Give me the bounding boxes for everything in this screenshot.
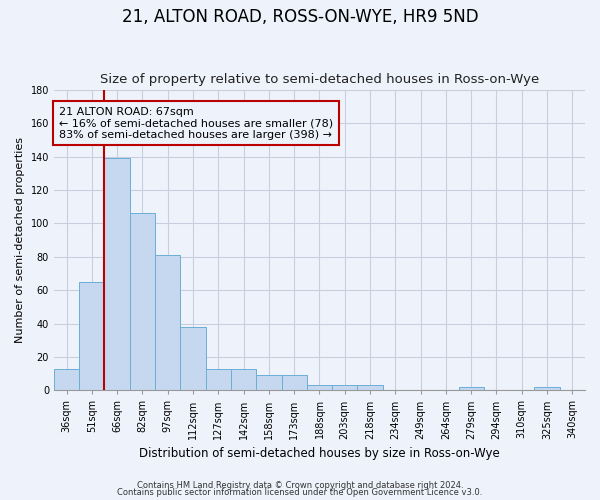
- Bar: [256, 375, 281, 390]
- Bar: [79, 282, 104, 391]
- Text: Contains public sector information licensed under the Open Government Licence v3: Contains public sector information licen…: [118, 488, 482, 497]
- X-axis label: Distribution of semi-detached houses by size in Ross-on-Wye: Distribution of semi-detached houses by …: [139, 447, 500, 460]
- Text: Contains HM Land Registry data © Crown copyright and database right 2024.: Contains HM Land Registry data © Crown c…: [137, 480, 463, 490]
- Bar: [332, 386, 358, 390]
- Y-axis label: Number of semi-detached properties: Number of semi-detached properties: [15, 137, 25, 343]
- Title: Size of property relative to semi-detached houses in Ross-on-Wye: Size of property relative to semi-detach…: [100, 73, 539, 86]
- Bar: [155, 255, 181, 390]
- Bar: [281, 375, 307, 390]
- Bar: [206, 368, 231, 390]
- Bar: [458, 387, 484, 390]
- Text: 21, ALTON ROAD, ROSS-ON-WYE, HR9 5ND: 21, ALTON ROAD, ROSS-ON-WYE, HR9 5ND: [122, 8, 478, 26]
- Bar: [130, 214, 155, 390]
- Bar: [54, 368, 79, 390]
- Bar: [104, 158, 130, 390]
- Text: 21 ALTON ROAD: 67sqm
← 16% of semi-detached houses are smaller (78)
83% of semi-: 21 ALTON ROAD: 67sqm ← 16% of semi-detac…: [59, 106, 333, 140]
- Bar: [535, 387, 560, 390]
- Bar: [358, 386, 383, 390]
- Bar: [181, 327, 206, 390]
- Bar: [231, 368, 256, 390]
- Bar: [307, 386, 332, 390]
